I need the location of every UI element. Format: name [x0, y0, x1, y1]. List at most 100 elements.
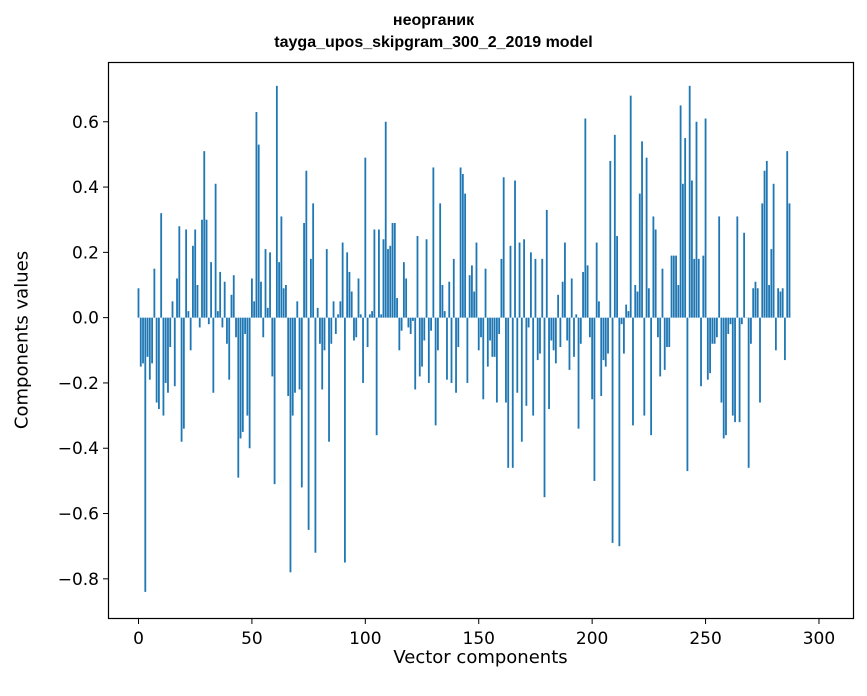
bar: [142, 317, 144, 364]
y-tick-label: 0.6: [72, 113, 99, 133]
bar: [357, 278, 360, 318]
bar: [282, 288, 285, 318]
bar: [541, 258, 544, 318]
bar: [686, 317, 689, 472]
bar: [718, 216, 721, 318]
bar: [260, 281, 262, 318]
bar: [700, 317, 702, 387]
y-axis-label: Components values: [11, 250, 33, 430]
bar: [722, 317, 725, 439]
bar: [520, 317, 523, 442]
bar: [430, 317, 432, 331]
bar: [221, 317, 224, 328]
bar: [652, 216, 655, 318]
bar: [536, 317, 539, 361]
bar: [353, 317, 355, 341]
bar: [477, 317, 480, 351]
bar: [162, 317, 165, 416]
bar: [623, 317, 625, 354]
bar: [641, 141, 643, 318]
bar: [239, 317, 242, 439]
bar: [409, 317, 412, 334]
bar: [518, 242, 521, 318]
bar: [232, 275, 235, 318]
bar: [568, 317, 571, 370]
bar: [405, 278, 408, 318]
bar: [627, 311, 630, 318]
bar: [654, 229, 657, 318]
bar: [448, 281, 451, 318]
bar: [185, 229, 188, 318]
bar: [582, 271, 584, 318]
bar: [285, 285, 287, 318]
bar: [187, 311, 190, 318]
bar: [770, 249, 773, 318]
bar: [727, 317, 730, 334]
bar: [427, 317, 430, 383]
bar: [398, 317, 401, 351]
bar: [636, 291, 639, 318]
bar: [251, 278, 253, 318]
bar: [169, 317, 172, 348]
bar: [355, 317, 358, 338]
bar: [298, 317, 301, 390]
bar: [332, 301, 335, 318]
bar: [323, 317, 326, 351]
bar: [330, 317, 333, 344]
y-tick-label: −0.8: [58, 570, 99, 590]
bar: [670, 255, 673, 318]
bar: [502, 177, 505, 318]
bar: [586, 265, 589, 318]
bar: [657, 317, 659, 338]
bar: [468, 275, 471, 318]
bar: [786, 151, 789, 318]
bar: [691, 180, 693, 318]
bar: [761, 203, 764, 318]
bar: [593, 317, 596, 481]
x-tick-label: 150: [463, 629, 495, 649]
bar: [321, 317, 324, 390]
bar: [548, 317, 550, 410]
bar: [620, 317, 623, 325]
bar: [316, 307, 319, 318]
bar: [450, 317, 453, 383]
bar: [248, 317, 251, 449]
y-tick-label: −0.6: [58, 505, 99, 525]
bar: [754, 281, 757, 318]
bar: [756, 288, 759, 318]
bar: [364, 157, 367, 318]
bar: [618, 317, 621, 547]
bar: [280, 216, 283, 318]
bar: [611, 317, 614, 543]
bar: [275, 85, 278, 318]
bar: [613, 134, 616, 318]
bar: [151, 317, 153, 364]
y-tick-label: −0.2: [58, 374, 99, 394]
bar: [704, 118, 707, 318]
x-tick-label: 50: [241, 629, 263, 649]
bar: [421, 317, 423, 367]
bar: [588, 317, 591, 338]
bar: [325, 249, 328, 318]
bar: [509, 245, 512, 318]
bar: [171, 301, 174, 318]
bar: [207, 317, 210, 325]
bar: [139, 317, 142, 367]
bar: [443, 311, 446, 318]
bar: [416, 236, 419, 318]
bar: [561, 281, 564, 318]
bar: [711, 317, 714, 344]
bar: [473, 291, 476, 318]
bar: [418, 317, 421, 377]
bar: [384, 121, 387, 318]
bar: [552, 317, 555, 351]
bar: [729, 317, 732, 325]
bar: [269, 252, 271, 318]
bar: [482, 317, 485, 400]
bar: [672, 255, 675, 318]
bar: [341, 242, 344, 318]
bar: [527, 317, 530, 328]
bar: [459, 167, 462, 318]
